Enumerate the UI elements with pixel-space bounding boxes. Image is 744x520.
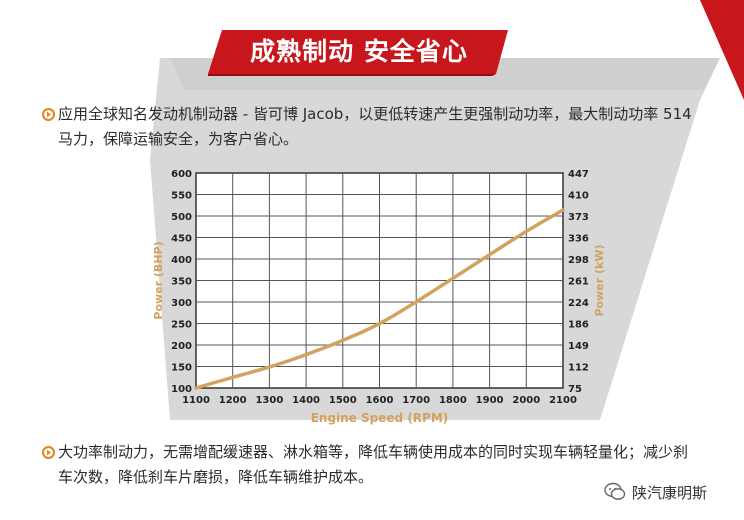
y2-tick-label: 261 (568, 277, 589, 288)
y2-tick-label: 298 (568, 255, 589, 266)
series-line (194, 208, 565, 390)
paragraph-2-text: 大功率制动力，无需增配缓速器、淋水箱等，降低车辆使用成本的同时实现车辆轻量化；减… (58, 443, 689, 486)
y-tick-label: 150 (171, 363, 192, 374)
y-tick-label: 100 (171, 384, 192, 395)
x-tick-label: 1100 (182, 395, 210, 406)
y2-tick-label: 224 (568, 298, 589, 309)
y-tick-label: 450 (171, 234, 192, 245)
wechat-icon (604, 482, 626, 500)
y2-tick-label: 75 (568, 384, 582, 395)
x-tick-label: 1700 (402, 395, 430, 406)
power-chart: 1100 1200 1300 1400 1500 1600 1700 1800 1900 2000… (152, 169, 606, 425)
x-axis-label: Engine Speed (RPM) (311, 411, 449, 425)
arrow-bullet-icon (42, 446, 55, 459)
y2-tick-label: 336 (568, 234, 589, 245)
y2-tick-label: 112 (568, 363, 589, 374)
x-tick-label: 1900 (476, 395, 504, 406)
x-tick-label: 1500 (329, 395, 357, 406)
y-tick-label: 350 (171, 277, 192, 288)
y-tick-label: 500 (171, 212, 192, 223)
page-title: 成熟制动 安全省心 (250, 37, 468, 66)
y-tick-label: 550 (171, 191, 192, 202)
x-tick-label: 2100 (549, 395, 577, 406)
paragraph-1-text: 应用全球知名发动机制动器 - 皆可博 Jacob，以更低转速产生更强制动功率，最… (58, 105, 692, 148)
title-banner-shape (208, 30, 508, 76)
x-tick-label: 1300 (255, 395, 283, 406)
y2-tick-label: 447 (568, 169, 589, 180)
watermark: 陕汽康明斯 (600, 478, 712, 506)
x-tick-label: 1800 (439, 395, 467, 406)
y-tick-label: 250 (171, 320, 192, 331)
y2-tick-label: 410 (568, 191, 589, 202)
y2-tick-label: 373 (568, 212, 589, 223)
title-banner: 成熟制动 安全省心 (208, 28, 510, 76)
paragraph-1: 应用全球知名发动机制动器 - 皆可博 Jacob，以更低转速产生更强制动功率，最… (42, 102, 698, 152)
y-tick-label: 200 (171, 341, 192, 352)
y-tick-label: 300 (171, 298, 192, 309)
paragraph-2: 大功率制动力，无需增配缓速器、淋水箱等，降低车辆使用成本的同时实现车辆轻量化；减… (42, 440, 698, 490)
x-tick-label: 2000 (512, 395, 540, 406)
x-tick-label: 1600 (366, 395, 394, 406)
y-tick-label: 400 (171, 255, 192, 266)
arrow-bullet-icon (42, 108, 55, 121)
x-tick-label: 1200 (219, 395, 247, 406)
y2-tick-label: 186 (568, 320, 589, 331)
x-tick-label: 1400 (292, 395, 320, 406)
y-axis-label: Power (BHP) (152, 241, 165, 319)
watermark-text: 陕汽康明斯 (632, 483, 708, 502)
y2-tick-label: 149 (568, 341, 589, 352)
y2-axis-label: Power (kW) (593, 245, 606, 317)
corner-accent (700, 0, 744, 100)
y-tick-label: 600 (171, 169, 192, 180)
